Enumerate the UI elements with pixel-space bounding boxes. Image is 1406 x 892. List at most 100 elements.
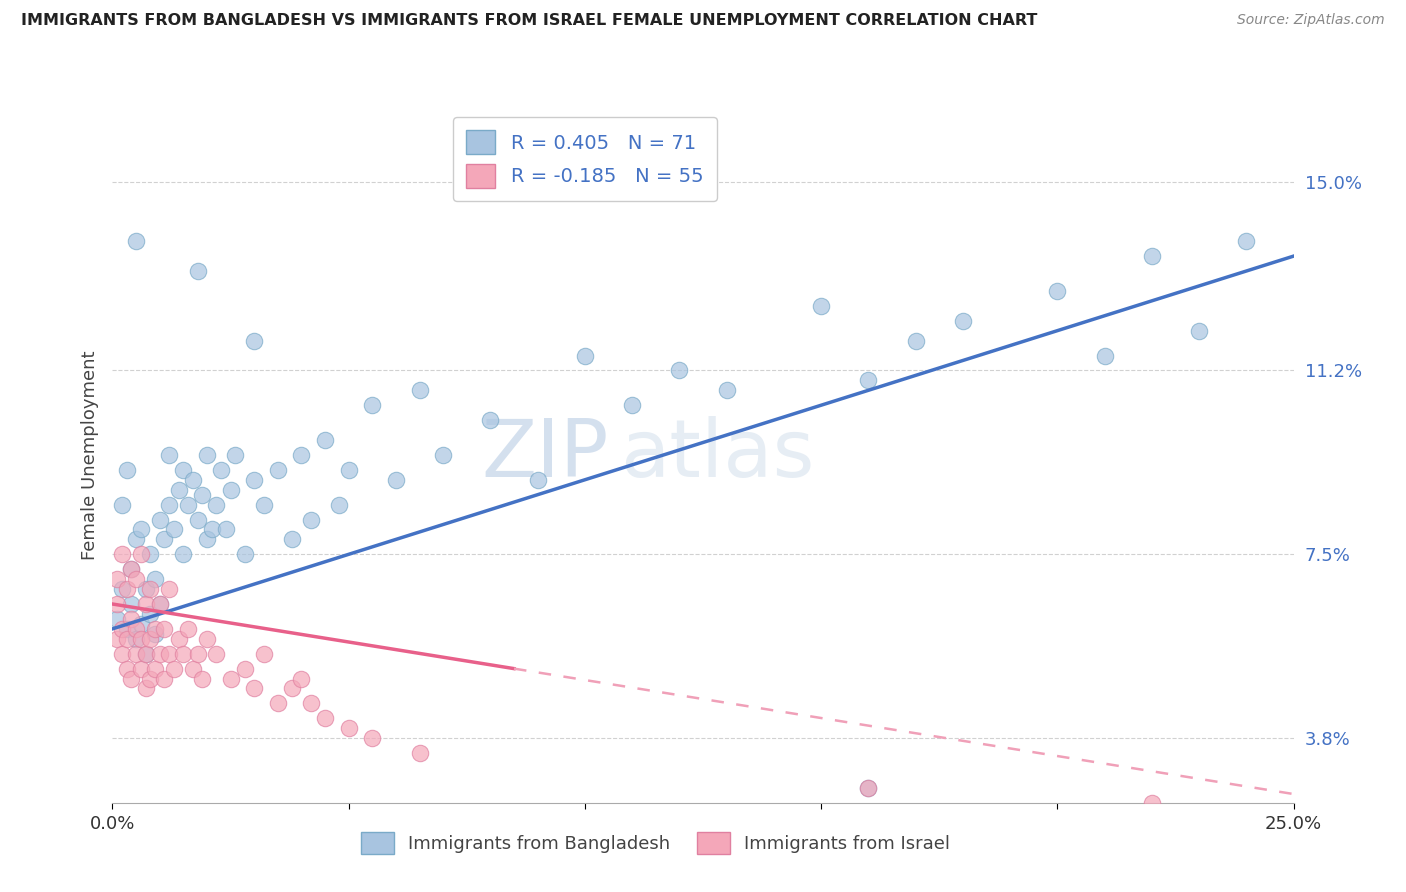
Point: [253, 647, 276, 661]
Point: [186, 264, 208, 278]
Point: [281, 533, 304, 547]
Point: [219, 672, 242, 686]
Point: [290, 672, 312, 686]
Point: [243, 334, 266, 348]
Point: [105, 612, 128, 626]
Y-axis label: Female Unemployment: Female Unemployment: [80, 351, 98, 559]
Point: [209, 463, 232, 477]
Point: [810, 299, 832, 313]
Point: [299, 697, 322, 711]
Point: [224, 448, 246, 462]
Point: [120, 562, 142, 576]
Point: [243, 473, 266, 487]
Point: [153, 533, 176, 547]
Point: [135, 647, 157, 661]
Point: [129, 662, 152, 676]
Point: [432, 448, 454, 462]
Point: [1234, 234, 1257, 248]
Point: [157, 582, 180, 596]
Point: [135, 681, 157, 696]
Point: [904, 334, 927, 348]
Point: [115, 622, 138, 636]
Point: [111, 582, 134, 596]
Point: [328, 498, 350, 512]
Point: [1140, 796, 1163, 810]
Point: [186, 512, 208, 526]
Point: [267, 463, 290, 477]
Point: [281, 681, 304, 696]
Point: [253, 498, 276, 512]
Point: [361, 731, 384, 746]
Point: [172, 647, 194, 661]
Point: [129, 547, 152, 561]
Point: [157, 647, 180, 661]
Point: [115, 632, 138, 646]
Point: [668, 363, 690, 377]
Point: [125, 572, 148, 586]
Point: [195, 448, 218, 462]
Point: [1140, 249, 1163, 263]
Point: [139, 582, 162, 596]
Point: [115, 582, 138, 596]
Point: [952, 314, 974, 328]
Point: [115, 463, 138, 477]
Point: [858, 373, 880, 387]
Point: [337, 721, 360, 735]
Point: [858, 780, 880, 795]
Point: [115, 662, 138, 676]
Point: [215, 523, 238, 537]
Point: [479, 413, 502, 427]
Point: [149, 597, 172, 611]
Point: [181, 473, 204, 487]
Point: [233, 547, 256, 561]
Point: [125, 622, 148, 636]
Point: [219, 483, 242, 497]
Point: [191, 488, 214, 502]
Point: [125, 533, 148, 547]
Point: [139, 547, 162, 561]
Point: [111, 622, 134, 636]
Point: [135, 647, 157, 661]
Point: [129, 616, 152, 631]
Point: [125, 647, 148, 661]
Point: [143, 627, 166, 641]
Point: [135, 597, 157, 611]
Point: [167, 632, 190, 646]
Point: [139, 632, 162, 646]
Point: [243, 681, 266, 696]
Point: [111, 647, 134, 661]
Point: [299, 512, 322, 526]
Point: [149, 597, 172, 611]
Text: IMMIGRANTS FROM BANGLADESH VS IMMIGRANTS FROM ISRAEL FEMALE UNEMPLOYMENT CORRELA: IMMIGRANTS FROM BANGLADESH VS IMMIGRANTS…: [21, 13, 1038, 29]
Point: [408, 746, 430, 760]
Point: [337, 463, 360, 477]
Point: [205, 647, 228, 661]
Point: [149, 512, 172, 526]
Point: [181, 662, 204, 676]
Point: [105, 572, 128, 586]
Point: [186, 647, 208, 661]
Point: [105, 597, 128, 611]
Point: [149, 647, 172, 661]
Point: [120, 612, 142, 626]
Point: [111, 547, 134, 561]
Point: [195, 533, 218, 547]
Point: [167, 483, 190, 497]
Point: [163, 662, 186, 676]
Point: [120, 672, 142, 686]
Point: [125, 234, 148, 248]
Point: [111, 498, 134, 512]
Point: [157, 448, 180, 462]
Point: [120, 597, 142, 611]
Point: [290, 448, 312, 462]
Point: [314, 433, 336, 447]
Point: [1094, 349, 1116, 363]
Point: [191, 672, 214, 686]
Point: [201, 523, 224, 537]
Legend: Immigrants from Bangladesh, Immigrants from Israel: Immigrants from Bangladesh, Immigrants f…: [352, 823, 959, 863]
Point: [233, 662, 256, 676]
Point: [143, 572, 166, 586]
Point: [157, 498, 180, 512]
Point: [195, 632, 218, 646]
Point: [314, 711, 336, 725]
